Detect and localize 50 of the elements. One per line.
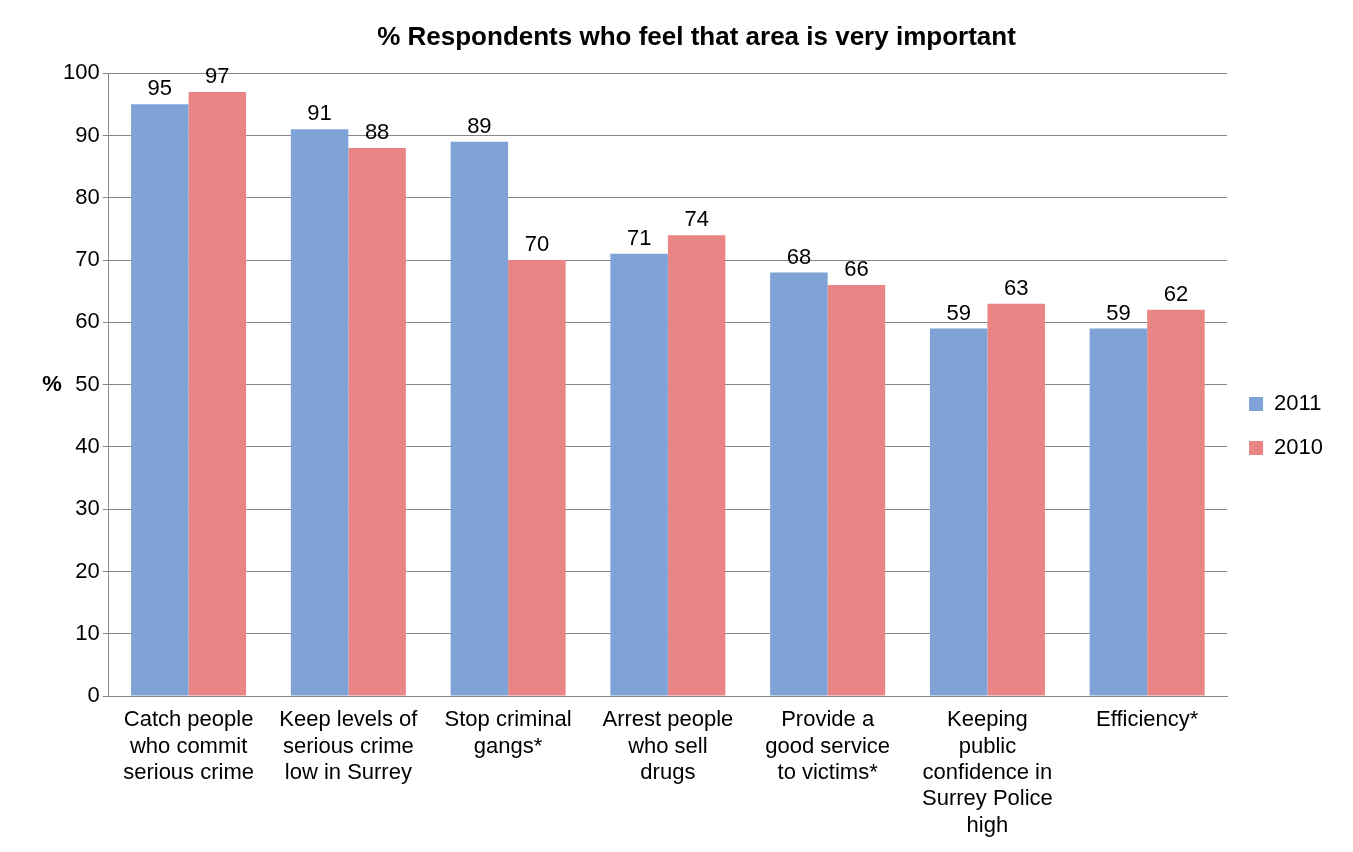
x-tick-label: Arrest people who sell drugs xyxy=(602,706,734,785)
legend-label: 2010 xyxy=(1274,434,1324,460)
data-label: 66 xyxy=(844,256,869,282)
y-tick-label: 20 xyxy=(75,557,100,583)
y-tick-label: 0 xyxy=(87,682,100,708)
bar xyxy=(508,260,566,696)
chart-title: % Respondents who feel that area is very important xyxy=(377,20,1017,51)
y-tick-label: 30 xyxy=(75,495,100,521)
legend-label: 2011 xyxy=(1274,390,1322,416)
data-label: 88 xyxy=(364,119,390,144)
x-tick-label: Provide a good service to victims* xyxy=(765,706,891,785)
y-tick-label: 10 xyxy=(75,619,100,645)
bar xyxy=(827,284,886,696)
x-tick-label: Efficiency* xyxy=(1096,706,1199,732)
x-tick-label: Stop criminal gangs* xyxy=(444,706,572,758)
y-tick-label: 60 xyxy=(75,308,100,334)
bar xyxy=(450,141,509,696)
data-label: 70 xyxy=(524,231,550,257)
data-label: 89 xyxy=(467,112,492,138)
y-axis-title: % xyxy=(42,370,62,396)
y-tick-label: 50 xyxy=(75,370,100,396)
data-label: 97 xyxy=(205,62,230,88)
bar xyxy=(1147,309,1205,696)
data-label: 74 xyxy=(684,206,709,232)
y-tick-label: 100 xyxy=(62,59,100,85)
bar xyxy=(188,91,247,696)
data-label: 59 xyxy=(1106,299,1131,325)
data-label: 68 xyxy=(786,243,812,269)
x-tick-label: Catch people who commit serious crime xyxy=(123,706,254,785)
data-label: 59 xyxy=(946,299,971,325)
bar xyxy=(667,235,726,696)
bar xyxy=(1089,328,1148,696)
y-tick-label: 70 xyxy=(75,246,100,272)
data-label: 71 xyxy=(626,224,652,250)
data-label: 95 xyxy=(147,75,173,101)
bar xyxy=(290,129,349,696)
bar xyxy=(610,253,668,696)
y-tick-label: 40 xyxy=(75,432,100,458)
x-tick-label: Keep levels of serious crime low in Surrey xyxy=(279,706,419,785)
bar xyxy=(987,303,1045,696)
y-tick-label: 90 xyxy=(75,121,100,147)
data-label: 63 xyxy=(1003,274,1029,300)
data-label: 91 xyxy=(307,100,332,126)
data-label: 62 xyxy=(1163,280,1189,306)
bar xyxy=(131,104,189,696)
y-tick-label: 80 xyxy=(75,183,100,209)
bar xyxy=(770,272,828,696)
bar xyxy=(929,328,988,696)
x-tick-label: Keeping public confidence in Surrey Police high xyxy=(921,706,1053,837)
bar xyxy=(348,147,406,696)
